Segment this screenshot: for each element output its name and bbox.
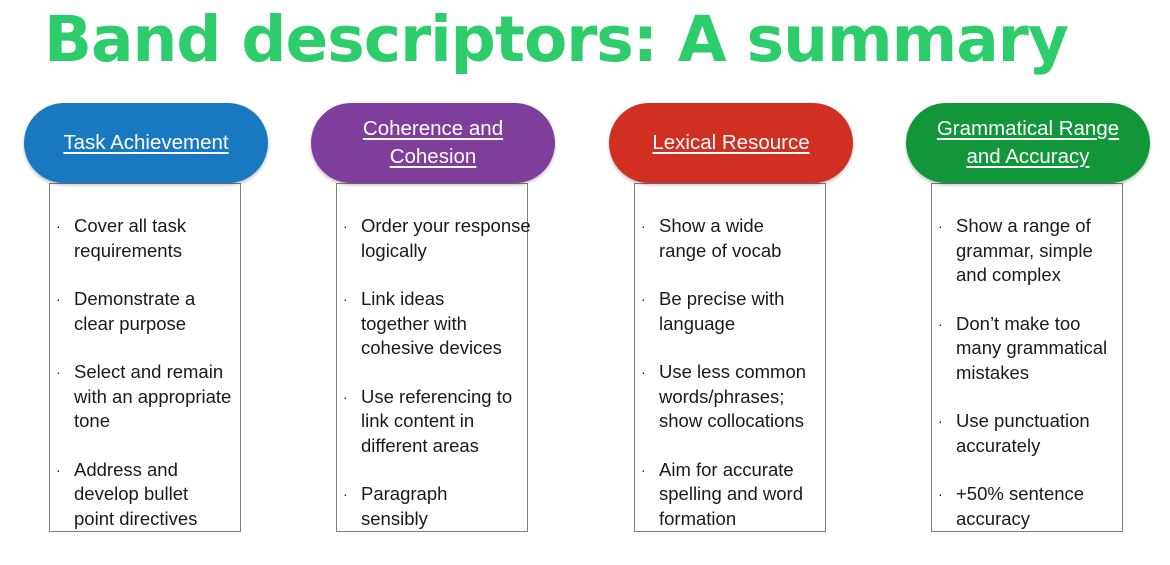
bullet-list: · Cover all task requirements · Demonstrat… — [56, 214, 240, 555]
list-item: · Don’t make too many grammatical mistake… — [938, 312, 1108, 383]
criteria-box: · Cover all task requirements · Demonstrat… — [49, 183, 241, 532]
list-item: · Use less common words/phrases; show col… — [641, 361, 807, 431]
list-item: · Show a range of grammar, simple and com… — [938, 215, 1093, 285]
bullet-list: · Show a range of grammar, simple and com… — [938, 214, 1122, 555]
list-item: · Show a wide range of vocab — [641, 215, 782, 261]
bullet-icon: · — [938, 413, 943, 429]
column-coherence-cohesion: · Order your response logically · Link ide… — [311, 103, 555, 535]
bullet-icon: · — [641, 218, 646, 234]
bullet-icon: · — [343, 291, 348, 307]
bullet-icon: · — [641, 291, 646, 307]
list-item: · Cover all task requirements — [56, 215, 187, 261]
bullet-list: · Order your response logically · Link ide… — [343, 214, 531, 555]
list-item: · +50% sentence accuracy — [938, 483, 1085, 529]
column-grammatical-range: · Show a range of grammar, simple and com… — [906, 103, 1150, 535]
bullet-icon: · — [641, 461, 646, 478]
list-item: · Paragraph sensibly — [343, 483, 448, 529]
criteria-box: · Order your response logically · Link ide… — [336, 183, 531, 532]
bullet-icon: · — [938, 486, 943, 502]
list-item: · Demonstrate a clear purpose — [56, 288, 196, 334]
bullet-icon: · — [938, 315, 943, 332]
criteria-box: · Show a range of grammar, simple and com… — [931, 183, 1123, 532]
bullet-icon: · — [938, 218, 943, 234]
column-task-achievement: · Cover all task requirements · Demonstrat… — [24, 103, 268, 535]
list-item: · Use punctuation accurately — [938, 410, 1090, 456]
criteria-box: · Show a wide range of vocab · Be precise … — [634, 183, 826, 532]
bullet-icon: · — [56, 461, 61, 478]
list-item: · Select and remain with an appropriate t… — [56, 361, 232, 431]
bullet-icon: · — [343, 388, 348, 405]
column-lexical-resource: · Show a wide range of vocab · Be precise … — [609, 103, 853, 535]
heading-lexical-resource[interactable]: Lexical Resource — [609, 103, 853, 183]
list-item: · Use referencing to link content in diff… — [343, 385, 513, 456]
list-item: · Aim for accurate spelling and word form… — [641, 458, 803, 529]
heading-coherence-cohesion[interactable]: Coherence and Cohesion — [311, 103, 555, 183]
bullet-icon: · — [56, 218, 61, 234]
heading-grammatical-range[interactable]: Grammatical Range and Accuracy — [906, 103, 1150, 183]
bullet-icon: · — [56, 364, 61, 380]
heading-task-achievement[interactable]: Task Achievement — [24, 103, 268, 183]
list-item: · Order your response logically — [343, 215, 531, 261]
bullet-icon: · — [56, 291, 61, 307]
bullet-icon: · — [641, 364, 646, 380]
list-item: · Link ideas together with cohesive devic… — [343, 288, 502, 358]
bullet-list: · Show a wide range of vocab · Be precise … — [641, 214, 825, 555]
bullet-icon: · — [343, 486, 348, 502]
list-item: · Address and develop bullet point direct… — [56, 458, 198, 529]
list-item: · Be precise with language — [641, 288, 785, 334]
slide-title: Band descriptors: A summary — [44, 3, 1069, 76]
bullet-icon: · — [343, 218, 348, 234]
